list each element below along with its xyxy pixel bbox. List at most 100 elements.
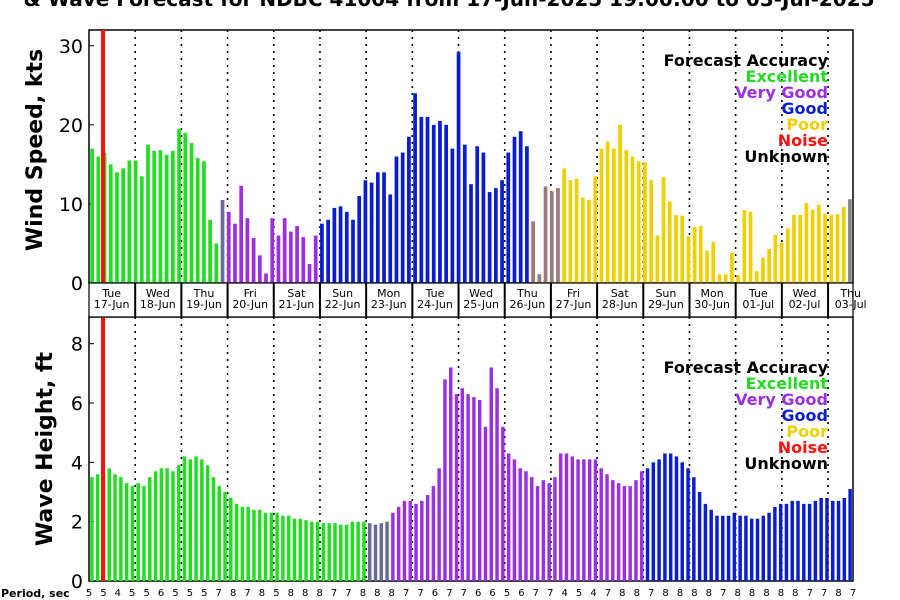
wind-bar [829,215,834,283]
period-label: 7 [461,588,467,599]
wind-bar [152,150,157,283]
wind-bar [593,176,598,283]
day-date-label: 03-Jul [835,298,867,311]
wind-bar [549,191,554,283]
wave-bar [530,477,534,581]
day-name-label: Sun [655,287,676,300]
wave-bar [385,521,389,581]
wind-bar [785,228,790,283]
wave-bar [605,474,609,581]
wind-y-tick-label: 20 [59,115,83,137]
wind-bar [500,180,504,283]
wave-bar [715,515,719,581]
period-label: 8 [835,588,841,599]
wave-bar [668,453,673,581]
period-label: 7 [331,588,337,599]
wind-bar [587,199,591,283]
wave-bar [425,494,430,581]
wind-bar [326,219,331,283]
wave-bar [738,515,742,581]
wind-current-time-line [101,30,105,283]
wave-bar [113,474,117,581]
wind-bar [742,210,747,283]
wave-bar [321,523,326,581]
wave-bar [95,474,100,581]
legend-item-noise: Noise [778,438,828,457]
wind-bar [835,214,840,283]
wind-bar [580,197,585,283]
wave-bar [692,477,696,581]
wave-bar [414,503,418,581]
wave-bar [535,486,540,581]
wind-bar [189,143,194,283]
wind-bar [730,252,734,283]
wave-bar [182,456,187,581]
day-name-label: Sun [332,287,353,300]
wave-bar [802,503,806,581]
wave-bar [315,521,320,581]
wind-bar [444,124,449,283]
wave-bar [686,468,690,581]
chart-title: & Wave Forecast for NDBC 41004 from 17-J… [23,0,874,11]
legend-item-unknown: Unknown [744,147,828,166]
legend-item-poor: Poor [786,422,828,441]
wave-bar [842,497,847,581]
wave-bar [506,453,511,581]
day-date-label: 02-Jul [789,298,821,311]
wind-bar [562,168,567,283]
wind-bar [313,235,318,283]
wind-bar [630,156,635,283]
day-name-label: Thu [193,287,215,300]
legend-item-unknown: Unknown [744,454,828,473]
wave-bar [616,483,621,581]
wind-bar [804,203,809,283]
wave-bar [454,394,459,581]
wind-bar [767,249,772,283]
period-label: 8 [360,588,366,599]
wave-bar [136,483,140,581]
period-label: 6 [475,588,481,599]
wind-bar [469,184,473,283]
wind-bar [667,201,672,283]
wave-bar [576,459,580,581]
wave-bar [344,524,349,581]
wind-bar [543,186,548,283]
wave-bar [310,521,314,581]
wave-bar [304,520,308,581]
wave-bar [153,471,158,581]
wind-bar [375,172,380,283]
wind-bar [233,223,237,283]
wind-y-tick-label: 30 [59,36,83,58]
wind-bar [599,148,604,283]
day-name-label: Wed [469,287,493,300]
wind-bar [270,218,275,283]
wave-bar [819,497,823,581]
wind-bar [723,274,728,283]
wind-bar [711,241,716,283]
wind-bar [487,192,492,283]
wave-bar [755,518,760,581]
period-label: 7 [648,588,654,599]
wind-bar [611,148,616,283]
wave-y-tick-label: 4 [71,452,83,474]
wave-bar [657,459,661,581]
wave-bar [350,521,355,581]
wave-bar [483,426,488,581]
wave-bar [472,397,476,581]
legend-item-poor: Poor [786,115,828,134]
wind-bar [369,182,374,283]
day-name-label: Wed [146,287,170,300]
wind-bar [823,213,827,283]
wind-bar [748,211,753,283]
wave-bar [790,500,794,581]
wave-bar [767,512,771,581]
wave-bar [813,500,818,581]
wave-bar [825,497,829,581]
legend-item-noise: Noise [778,131,828,150]
wave-bar [286,515,291,581]
day-date-label: 28-Jun [602,298,638,311]
wind-bar [388,194,393,283]
